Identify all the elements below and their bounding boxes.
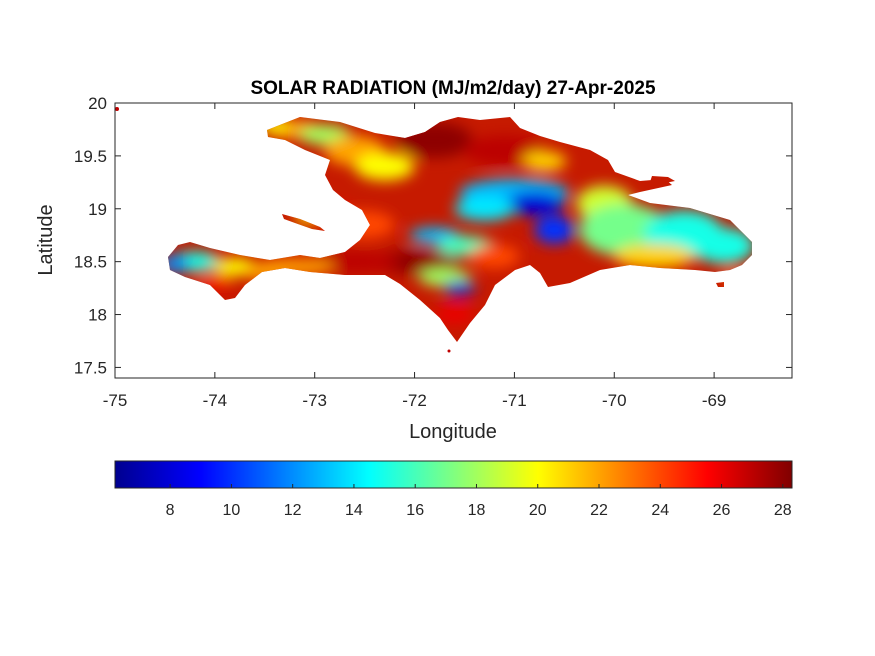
- radiation-cell: [443, 281, 476, 296]
- radiation-cell: [168, 254, 189, 273]
- x-tick-label: -69: [702, 391, 727, 410]
- colorbar-tick-label: 14: [345, 502, 363, 519]
- y-tick-label: 19.5: [74, 147, 107, 166]
- radiation-cell: [534, 215, 575, 244]
- radiation-cell: [522, 151, 567, 172]
- y-axis: 17.5 18 18.5 19 19.5 20: [74, 94, 792, 377]
- colorbar: 8 10 12 14 16 18 20 22 24 26 28: [114, 460, 793, 519]
- colorbar-tick-label: 12: [284, 502, 302, 519]
- colorbar-ticks: 8 10 12 14 16 18 20 22 24 26 28: [166, 484, 792, 519]
- colorbar-tick-label: 8: [166, 502, 175, 519]
- axes-box: [114, 102, 793, 379]
- radiation-cell: [354, 152, 415, 181]
- colorbar-tick-label: 24: [651, 502, 669, 519]
- plot-area: -75 -74 -73 -72 -71 -70 -69 17.5 18 18.5 19 19.5 20: [74, 94, 793, 410]
- y-tick-label: 18.5: [74, 253, 107, 272]
- x-tick-label: -73: [302, 391, 327, 410]
- radiation-cell: [694, 227, 752, 264]
- y-tick-label: 19: [88, 200, 107, 219]
- colorbar-tick-label: 20: [529, 502, 547, 519]
- islet-dot: [447, 349, 451, 353]
- colorbar-tick-label: 10: [223, 502, 241, 519]
- x-tick-label: -71: [502, 391, 527, 410]
- x-tick-label: -74: [203, 391, 228, 410]
- radiation-cell: [454, 196, 515, 221]
- colorbar-gradient: [114, 460, 793, 489]
- radiation-cell: [434, 304, 475, 325]
- colorbar-tick-label: 28: [774, 502, 792, 519]
- colorbar-tick-label: 16: [406, 502, 424, 519]
- colorbar-tick-label: 18: [468, 502, 486, 519]
- y-tick-label: 18: [88, 306, 107, 325]
- radiation-cell: [469, 244, 520, 269]
- colorbar-tick-label: 22: [590, 502, 608, 519]
- x-axis: -75 -74 -73 -72 -71 -70 -69: [103, 103, 727, 410]
- radiation-cell: [504, 191, 565, 216]
- islet-dot: [115, 107, 119, 111]
- map-title: SOLAR RADIATION (MJ/m2/day) 27-Apr-2025: [250, 78, 655, 99]
- y-axis-label: Latitude: [35, 204, 57, 275]
- x-tick-label: -75: [103, 391, 128, 410]
- radiation-cell: [369, 249, 460, 274]
- y-tick-label: 17.5: [74, 358, 107, 377]
- y-tick-label: 20: [88, 94, 107, 113]
- x-tick-label: -70: [602, 391, 627, 410]
- x-tick-label: -72: [402, 391, 427, 410]
- x-axis-label: Longitude: [409, 421, 497, 443]
- colorbar-tick-label: 26: [713, 502, 731, 519]
- radiation-cell: [614, 244, 695, 269]
